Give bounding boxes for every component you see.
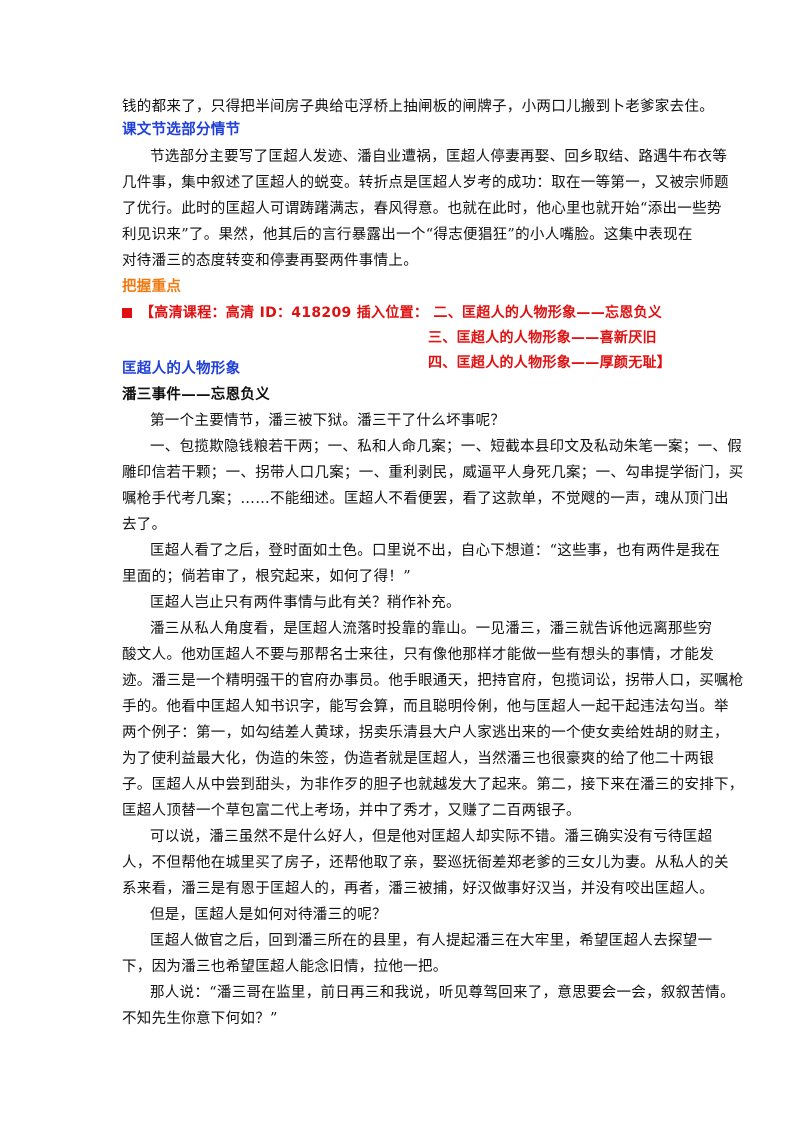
- paragraph-line: 子。匡超人从中尝到甜头，为非作歹的胆子也就越发大了起来。第二，接下来在潘三的安排…: [122, 777, 744, 793]
- red-square-icon: [122, 308, 132, 318]
- section-heading-excerpt: 课文节选部分情节: [122, 122, 241, 138]
- paragraph-line: 为了使利益最大化，伪造的朱签，伪造者就是匡超人，当然潘三也很豪爽的给了他二十两银: [122, 751, 714, 767]
- paragraph-line: 不知先生你意下何如？”: [122, 1011, 278, 1027]
- paragraph-line: 两个例子：第一，如勾结差人黄球，拐卖乐清县大户人家逃出来的一个使女卖给姓胡的财主…: [122, 725, 729, 741]
- paragraph-line: 几件事，集中叙述了匡超人的蜕变。转折点是匡超人岁考的成功：取在一等第一，又被宗师…: [122, 175, 729, 191]
- course-link-line[interactable]: 【高清课程：高清 ID：418209 插入位置： 二、匡超人的人物形象——忘恩负…: [122, 303, 662, 323]
- course-link-text: 【高清课程：高清 ID：418209 插入位置： 二、匡超人的人物形象——忘恩负…: [140, 305, 663, 321]
- paragraph-line: 匡超人做官之后，回到潘三所在的县里，有人提起潘三在大牢里，希望匡超人去探望一: [150, 933, 713, 949]
- paragraph-line: 匡超人顶替一个草包富二代上考场，并中了秀才，又赚了二百两银子。: [122, 803, 581, 819]
- paragraph-line: 一、包揽欺隐钱粮若干两；一、私和人命几案；一、短截本县印文及私动朱笔一案；一、假: [150, 439, 742, 455]
- paragraph-line: 手的。他看中匡超人知书识字，能写会算，而且聪明伶俐，他与匡超人一起干起违法勾当。…: [122, 699, 729, 715]
- paragraph-line: 酸文人。他劝匡超人不要与那帮名士来往，只有像他那样才能做一些有想头的事情，才能发: [122, 647, 714, 663]
- paragraph-line: 那人说：“潘三哥在监里，前日再三和我说，听见尊驾回来了，意思要会一会，叙叙苦情。: [150, 985, 735, 1001]
- paragraph-line: 可以说，潘三虽然不是什么好人，但是他对匡超人却实际不错。潘三确实没有亏待匡超: [150, 829, 713, 845]
- subheading-pan-san: 潘三事件——忘恩负义: [122, 387, 270, 403]
- intro-line: 钱的都来了，只得把半间房子典给屯浮桥上抽闸板的闸牌子，小两口儿搬到卜老爹家去住。: [122, 99, 714, 115]
- paragraph-line: 雕印信若干颗；一、拐带人口几案；一、重利剥民，威逼平人身死几案；一、勾串提学衙门…: [122, 465, 744, 481]
- paragraph-line: 里面的；倘若审了，根究起来，如何了得！”: [122, 569, 411, 585]
- course-link-line[interactable]: 三、匡超人的人物形象——喜新厌旧: [428, 330, 657, 346]
- paragraph-line: 系来看，潘三是有恩于匡超人的，再者，潘三被捕，好汉做事好汉当，并没有咬出匡超人。: [122, 881, 714, 897]
- paragraph-line: 了优行。此时的匡超人可谓踌躇满志，春风得意。也就在此时，他心里也就开始“添出一些…: [122, 201, 722, 217]
- paragraph-line: 去了。: [122, 517, 167, 533]
- paragraph-line: 节选部分主要写了匡超人发迹、潘自业遭祸，匡超人停妻再娶、回乡取结、路遇牛布衣等: [150, 149, 728, 165]
- section-heading-key-points: 把握重点: [122, 279, 182, 295]
- paragraph-line: 匡超人看了之后，登时面如土色。口里说不出，自心下想道：“这些事，也有两件是我在: [150, 543, 721, 559]
- paragraph-line: 匡超人岂止只有两件事情与此有关？稍作补充。: [150, 595, 461, 611]
- course-link-line[interactable]: 四、匡超人的人物形象——厚颜无耻】: [428, 355, 672, 371]
- paragraph-line: 下，因为潘三也希望匡超人能念旧情，拉他一把。: [122, 959, 448, 975]
- section-heading-character: 匡超人的人物形象: [122, 361, 241, 377]
- paragraph-line: 人，不但帮他在城里买了房子，还帮他取了亲，娶巡抚衙差郑老爹的三女儿为妻。从私人的…: [122, 855, 729, 871]
- paragraph-line: 利见识来”了。果然，他其后的言行暴露出一个“得志便猖狂”的小人嘴脸。这集中表现在: [122, 227, 693, 243]
- paragraph-line: 对待潘三的态度转变和停妻再娶两件事情上。: [122, 253, 418, 269]
- paragraph-line: 潘三从私人角度看，是匡超人流落时投靠的靠山。一见潘三，潘三就告诉他远离那些穷: [150, 621, 713, 637]
- paragraph-line: 嘱枪手代考几案；……不能细述。匡超人不看便罢，看了这款单，不觉飕的一声，魂从顶门…: [122, 491, 729, 507]
- paragraph-line: 迹。潘三是一个精明强干的官府办事员。他手眼通天，把持官府，包揽词讼，拐带人口，买…: [122, 673, 744, 689]
- paragraph-line: 第一个主要情节，潘三被下狱。潘三干了什么坏事呢？: [150, 413, 506, 429]
- paragraph-line: 但是，匡超人是如何对待潘三的呢？: [150, 907, 387, 923]
